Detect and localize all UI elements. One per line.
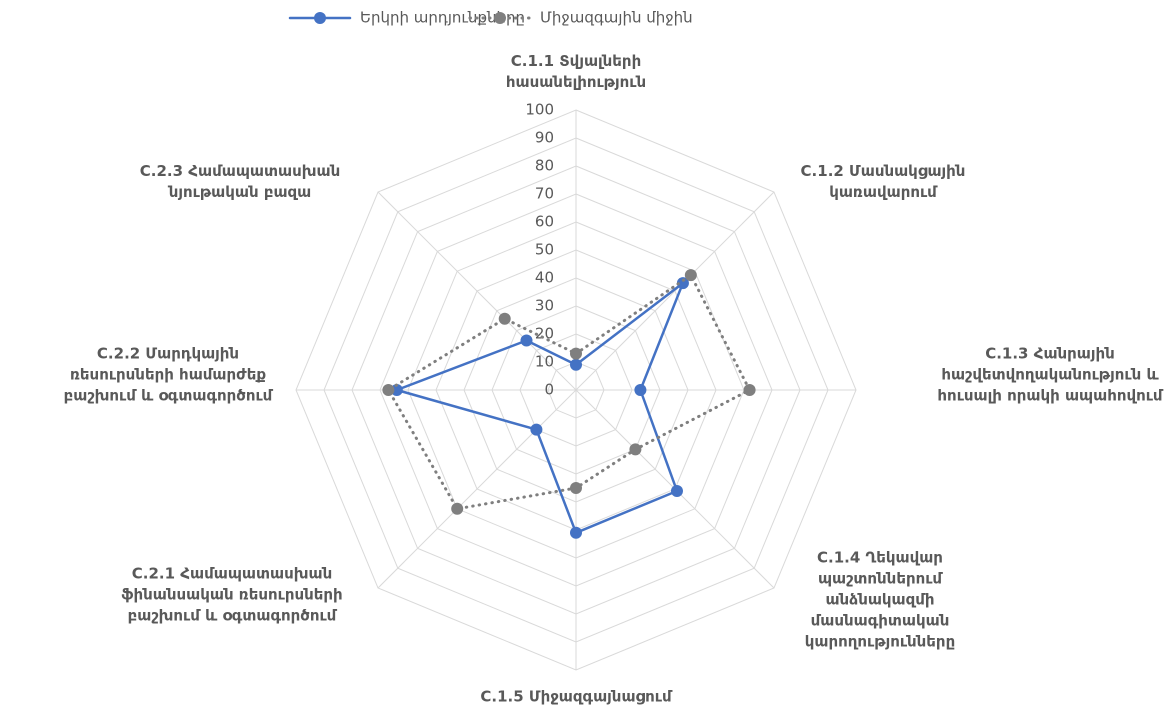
series-marker xyxy=(570,482,582,494)
r-tick-label: 90 xyxy=(535,129,554,147)
series-marker xyxy=(676,277,689,290)
category-label: C.2.3 Համապատասխան նյութական բազա xyxy=(139,162,341,201)
legend-marker xyxy=(494,12,506,24)
series-marker xyxy=(684,269,697,282)
series-marker xyxy=(634,384,647,396)
series-marker xyxy=(390,384,403,396)
series-marker xyxy=(530,423,543,436)
category-label: C.2.1 Համապատասխան ֆինանսական ռեսուրսներ… xyxy=(121,564,343,625)
series-marker xyxy=(670,484,683,497)
category-label: C.1.3 Հանրային հաշվետվողականություն և հո… xyxy=(937,344,1163,405)
category-label: C.1.4 Ղեկավար պաշտոններում անձնակազմի մա… xyxy=(804,548,956,651)
legend-marker xyxy=(314,12,326,24)
spoke xyxy=(377,389,577,589)
category-label: C.1.2 Մասնակցային կառավարում xyxy=(800,162,966,201)
spoke xyxy=(377,191,577,391)
r-tick-label: 0 xyxy=(544,381,554,399)
category-label: C.2.2 Մարդկային ռեսուրսների համարժեք բաշ… xyxy=(63,344,273,405)
r-tick-label: 70 xyxy=(535,185,554,203)
r-tick-label: 40 xyxy=(535,269,554,287)
series-marker xyxy=(520,334,533,347)
series-marker xyxy=(498,312,511,325)
series-marker xyxy=(451,502,464,515)
category-label: C.1.1 Տվյալների հասանելիություն xyxy=(505,52,647,91)
category-label: C.1.5 Միջազգայնացում xyxy=(480,687,672,706)
r-tick-label: 60 xyxy=(535,213,554,231)
r-tick-label: 80 xyxy=(535,157,554,175)
r-tick-label: 30 xyxy=(535,297,554,315)
legend-label: Միջազգային միջին xyxy=(540,9,693,27)
r-tick-label: 50 xyxy=(535,241,554,259)
legend-label: Երկրի արդյունքները xyxy=(360,9,525,27)
spoke xyxy=(575,191,775,391)
series-marker xyxy=(570,526,582,539)
r-tick-label: 20 xyxy=(535,325,554,343)
series-marker xyxy=(570,358,582,371)
series-marker xyxy=(382,384,395,396)
r-tick-label: 10 xyxy=(535,353,554,371)
series-marker xyxy=(629,443,642,456)
series-marker xyxy=(570,347,582,360)
series-marker xyxy=(743,384,756,396)
r-tick-label: 100 xyxy=(525,101,554,119)
